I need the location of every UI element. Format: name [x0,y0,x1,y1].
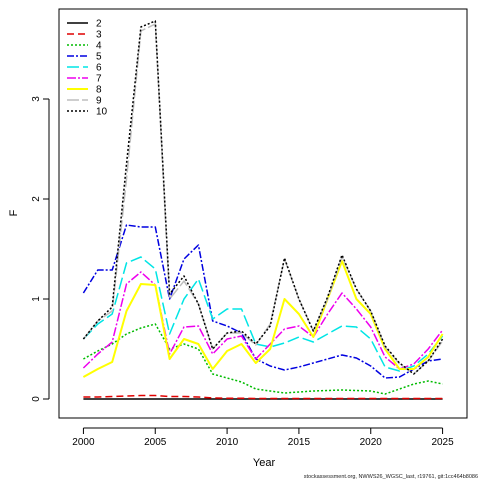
x-tick-label: 2025 [431,437,454,448]
legend-label-4: 4 [96,41,102,52]
series-line-7 [82,271,444,370]
legend-label-5: 5 [96,52,102,63]
legend-label-3: 3 [96,30,102,41]
y-axis-title: F [8,209,20,216]
x-axis-title: Year [253,457,276,469]
x-tick-label: 2000 [72,437,95,448]
x-tick-label: 2010 [216,437,239,448]
x-tick-label: 2020 [360,437,383,448]
footnote: stockassessment.org, NWWS26_WGSC_last, r… [304,474,478,480]
x-tick-label: 2015 [288,437,311,448]
series-layer [82,20,444,400]
series-line-5 [82,224,443,379]
series-line-6 [82,256,444,372]
series-line-8 [82,260,444,378]
axes: 2000 2005 2010 2015 2020 2025 0 1 2 3 [31,96,454,448]
legend-label-6: 6 [96,63,102,74]
x-tick-label: 2005 [144,437,167,448]
legend-label-10: 10 [96,107,108,118]
y-tick-label: 2 [31,196,42,202]
legend-label-8: 8 [96,85,102,96]
legend-label-2: 2 [96,19,102,30]
series-line-9 [82,23,444,375]
y-tick-label: 3 [31,96,42,102]
y-tick-label: 0 [31,396,42,402]
y-tick-label: 1 [31,296,42,302]
plot-frame [58,8,468,419]
legend-label-7: 7 [96,74,102,85]
series-line-10 [82,20,444,375]
series-line-4 [83,323,443,395]
legend-label-9: 9 [96,96,102,107]
series-line-3 [83,394,443,400]
plot-area [58,8,468,419]
